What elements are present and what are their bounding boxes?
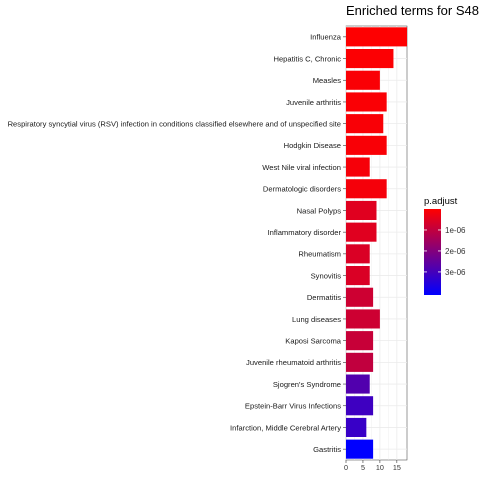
bar-17 [346, 396, 374, 416]
x-tick-label: 10 [376, 463, 384, 472]
bar-3 [346, 92, 387, 112]
colorbar [424, 209, 441, 295]
x-tick-label: 5 [361, 463, 365, 472]
p-adjust-legend: p.adjust 1e-06 2e-06 3e-06 [424, 196, 466, 295]
colorbar-tick-label: 2e-06 [445, 247, 466, 256]
category-label: Sjogren's Syndrome [273, 380, 341, 389]
category-label: Hodgkin Disease [284, 141, 341, 150]
bar-2 [346, 70, 380, 90]
bar-9 [346, 222, 377, 242]
bar-15 [346, 352, 374, 372]
category-label: Juvenile rheumatoid arthritis [246, 358, 341, 367]
panel-background [345, 25, 408, 461]
bar-10 [346, 244, 370, 264]
chart-title: Enriched terms for S48 [346, 3, 479, 18]
category-label: Rheumatism [298, 250, 341, 259]
bar-0 [346, 27, 407, 47]
bar-1 [346, 49, 394, 69]
category-label: Inflammatory disorder [268, 228, 342, 237]
colorbar-tick-label: 3e-06 [445, 268, 466, 277]
category-label: Gastritis [313, 445, 341, 454]
category-label: Nasal Polyps [297, 206, 342, 215]
x-tick-label: 15 [393, 463, 401, 472]
legend-title: p.adjust [424, 196, 458, 207]
x-axis: 0 5 10 15 [344, 460, 401, 472]
bar-18 [346, 417, 367, 437]
bar-4 [346, 114, 384, 134]
bar-5 [346, 135, 387, 155]
colorbar-tick-label: 1e-06 [445, 226, 466, 235]
x-tick-label: 0 [344, 463, 348, 472]
bar-14 [346, 331, 374, 351]
category-label: Juvenile arthritis [286, 98, 341, 107]
bar-6 [346, 157, 370, 177]
bar-13 [346, 309, 380, 329]
bar-8 [346, 200, 377, 220]
category-label: Influenza [310, 33, 342, 42]
category-label: Dermatologic disorders [263, 185, 341, 194]
bars-group [346, 27, 407, 459]
bar-16 [346, 374, 370, 394]
plot-panel [345, 25, 408, 461]
bar-7 [346, 179, 387, 199]
category-label: Measles [313, 76, 341, 85]
bar-12 [346, 287, 374, 307]
bar-11 [346, 266, 370, 286]
category-label: Epstein-Barr Virus Infections [245, 402, 341, 411]
bar-19 [346, 439, 374, 459]
category-label: Dermatitis [307, 293, 341, 302]
category-label: West Nile viral infection [262, 163, 341, 172]
category-label: Synovitis [311, 271, 342, 280]
category-label: Kaposi Sarcoma [285, 336, 341, 345]
category-labels: Influenza Hepatitis C, Chronic Measles Juve… [8, 33, 346, 454]
category-label: Respiratory syncytial virus (RSV) infect… [8, 119, 341, 128]
category-label: Lung diseases [292, 315, 341, 324]
category-label: Infarction, Middle Cerebral Artery [230, 423, 341, 432]
category-label: Hepatitis C, Chronic [273, 54, 341, 63]
